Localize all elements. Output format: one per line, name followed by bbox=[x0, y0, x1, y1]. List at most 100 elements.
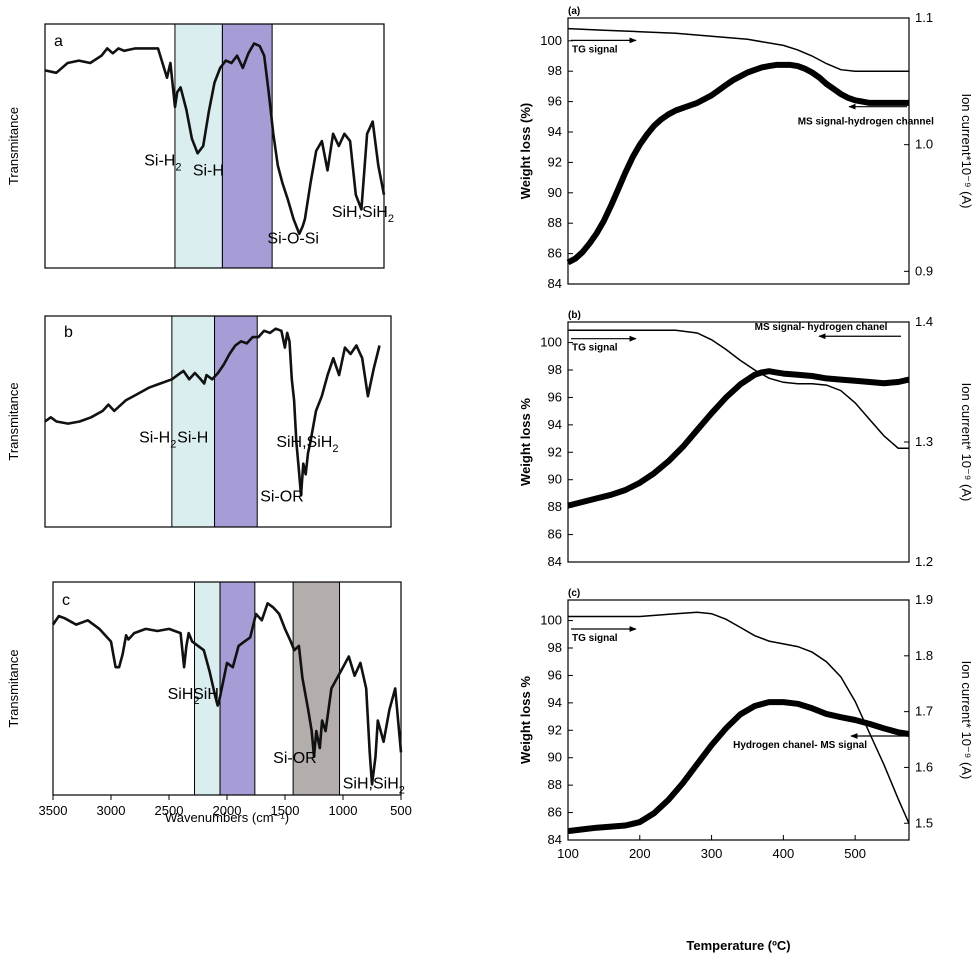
ir-spectrum-line bbox=[44, 42, 386, 236]
tg-signal-line bbox=[568, 329, 909, 449]
x-tick-label: 300 bbox=[701, 846, 723, 861]
plot-frame bbox=[567, 321, 910, 563]
y-tick-label: 94 bbox=[548, 417, 562, 432]
tg-annotation: TG signal bbox=[572, 633, 618, 644]
ms-annotation: Hydrogen chanel- MS signal bbox=[733, 740, 867, 751]
plot-frame bbox=[567, 599, 910, 841]
tg-annotation: TG signal bbox=[572, 44, 618, 55]
y2-tick-label: 1.9 bbox=[915, 592, 933, 607]
band-1 bbox=[221, 23, 273, 269]
y-tick-label: 98 bbox=[548, 640, 562, 655]
x-tick-label: 400 bbox=[773, 846, 795, 861]
annotation-2: Si-OR bbox=[273, 750, 317, 767]
annotation-1: Si-H bbox=[193, 162, 224, 179]
band-0 bbox=[171, 315, 216, 528]
y-tick-label: 86 bbox=[548, 246, 562, 261]
y-tick-label: 84 bbox=[548, 276, 562, 291]
panel-letter: (a) bbox=[568, 6, 580, 17]
x-tick-label: 3500 bbox=[39, 803, 68, 818]
y-tick-label: 88 bbox=[548, 499, 562, 514]
x-tick-label: 1500 bbox=[271, 803, 300, 818]
y-axis-label: Weight loss (%) bbox=[518, 103, 533, 200]
ms-annotation: MS signal-hydrogen channel bbox=[798, 116, 934, 127]
plot-frame bbox=[567, 17, 910, 285]
y2-tick-label: 0.9 bbox=[915, 263, 933, 278]
y-tick-label: 90 bbox=[548, 750, 562, 765]
y-tick-label: 100 bbox=[540, 33, 562, 48]
panel-letter: (c) bbox=[568, 588, 580, 599]
y-tick-label: 100 bbox=[540, 335, 562, 350]
y2-tick-label: 1.4 bbox=[915, 314, 933, 329]
x-tick-label: 3000 bbox=[97, 803, 126, 818]
y-tick-label: 90 bbox=[548, 472, 562, 487]
x-tick-label: 2500 bbox=[155, 803, 184, 818]
annotation-1: SiH bbox=[193, 686, 219, 703]
y-tick-label: 90 bbox=[548, 185, 562, 200]
y2-tick-label: 1.8 bbox=[915, 648, 933, 663]
ms-signal-line bbox=[567, 699, 910, 835]
y2-tick-label: 1.5 bbox=[915, 815, 933, 830]
y2-axis-label: Ion current*10⁻⁹ (A) bbox=[959, 93, 974, 208]
ir-panel-a: a Transmitance Si-H2 Si-H Si-O-Si SiH,SiH2 bbox=[6, 23, 394, 269]
y2-tick-label: 1.3 bbox=[915, 434, 933, 449]
ms-annotation: MS signal- hydrogen chanel bbox=[755, 322, 888, 333]
tg-panel-0: 84 86 88 90 92 94 96 98 100 0.9 1.0 1.1 (a) Weight lo… bbox=[518, 6, 974, 291]
tg-panel-1: 84 86 88 90 92 94 96 98 100 1.2 1.3 1.4 (b) Weight lo… bbox=[518, 310, 974, 569]
y2-tick-label: 1.7 bbox=[915, 704, 933, 719]
tg-annotation: TG signal bbox=[572, 343, 618, 354]
annotation-3: SiH,SiH2 bbox=[343, 776, 405, 797]
tg-signal-line bbox=[568, 611, 910, 824]
panel-letter: (b) bbox=[568, 310, 581, 321]
y-tick-label: 92 bbox=[548, 722, 562, 737]
y2-tick-label: 1.6 bbox=[915, 759, 933, 774]
ir-spectrum-line bbox=[44, 327, 381, 497]
x-tick-label: 2000 bbox=[213, 803, 242, 818]
y-tick-label: 88 bbox=[548, 777, 562, 792]
x-axis-label: Temperature (ºC) bbox=[686, 938, 790, 953]
tg-panel-2: 84 86 88 90 92 94 96 98 100 1.5 1.6 1.7 1.8 1.9 (c) Wei… bbox=[518, 588, 974, 953]
band-0 bbox=[174, 23, 223, 269]
y-tick-label: 88 bbox=[548, 215, 562, 230]
x-axis-label: Wavenumbers (cm⁻¹) bbox=[165, 810, 289, 825]
y-axis-label: Transmitance bbox=[6, 649, 21, 727]
ms-signal-line bbox=[567, 368, 910, 509]
ir-spectrum-line bbox=[51, 602, 403, 786]
panel-letter: b bbox=[64, 324, 73, 341]
y2-tick-label: 1.1 bbox=[915, 10, 933, 25]
y-axis-label: Weight loss % bbox=[518, 398, 533, 486]
y-tick-label: 86 bbox=[548, 527, 562, 542]
y-tick-label: 96 bbox=[548, 667, 562, 682]
y-tick-label: 92 bbox=[548, 444, 562, 459]
y-tick-label: 96 bbox=[548, 389, 562, 404]
y-tick-label: 94 bbox=[548, 695, 562, 710]
panel-letter: a bbox=[54, 33, 63, 50]
plot-frame bbox=[44, 23, 385, 269]
y-tick-label: 96 bbox=[548, 94, 562, 109]
y-axis-label: Transmitance bbox=[6, 382, 21, 460]
annotation-2: Si-OR bbox=[260, 489, 304, 506]
y2-tick-label: 1.2 bbox=[915, 554, 933, 569]
y-tick-label: 98 bbox=[548, 63, 562, 78]
annotation-0: Si-H2 bbox=[144, 153, 181, 174]
annotation-2: Si-O-Si bbox=[267, 231, 319, 248]
y2-tick-label: 1.0 bbox=[915, 137, 933, 152]
x-tick-label: 500 bbox=[844, 846, 866, 861]
x-tick-label: 100 bbox=[557, 846, 579, 861]
y-tick-label: 84 bbox=[548, 832, 562, 847]
annotation-0: Si-H2 bbox=[139, 430, 176, 451]
annotation-3: SiH,SiH2 bbox=[332, 204, 394, 225]
x-tick-label: 1000 bbox=[329, 803, 358, 818]
ir-panel-b: b Transmitance Si-H2 Si-H Si-OR SiH,SiH2 bbox=[6, 315, 392, 528]
y2-axis-label: Ion current* 10⁻⁹ (A) bbox=[959, 661, 974, 780]
annotation-1: Si-H bbox=[177, 430, 208, 447]
y-tick-label: 86 bbox=[548, 805, 562, 820]
tg-signal-line bbox=[567, 27, 909, 72]
y-tick-label: 94 bbox=[548, 124, 562, 139]
band-1 bbox=[214, 315, 258, 528]
y-tick-label: 100 bbox=[540, 613, 562, 628]
y-tick-label: 84 bbox=[548, 554, 562, 569]
annotation-3: SiH,SiH2 bbox=[276, 434, 338, 455]
